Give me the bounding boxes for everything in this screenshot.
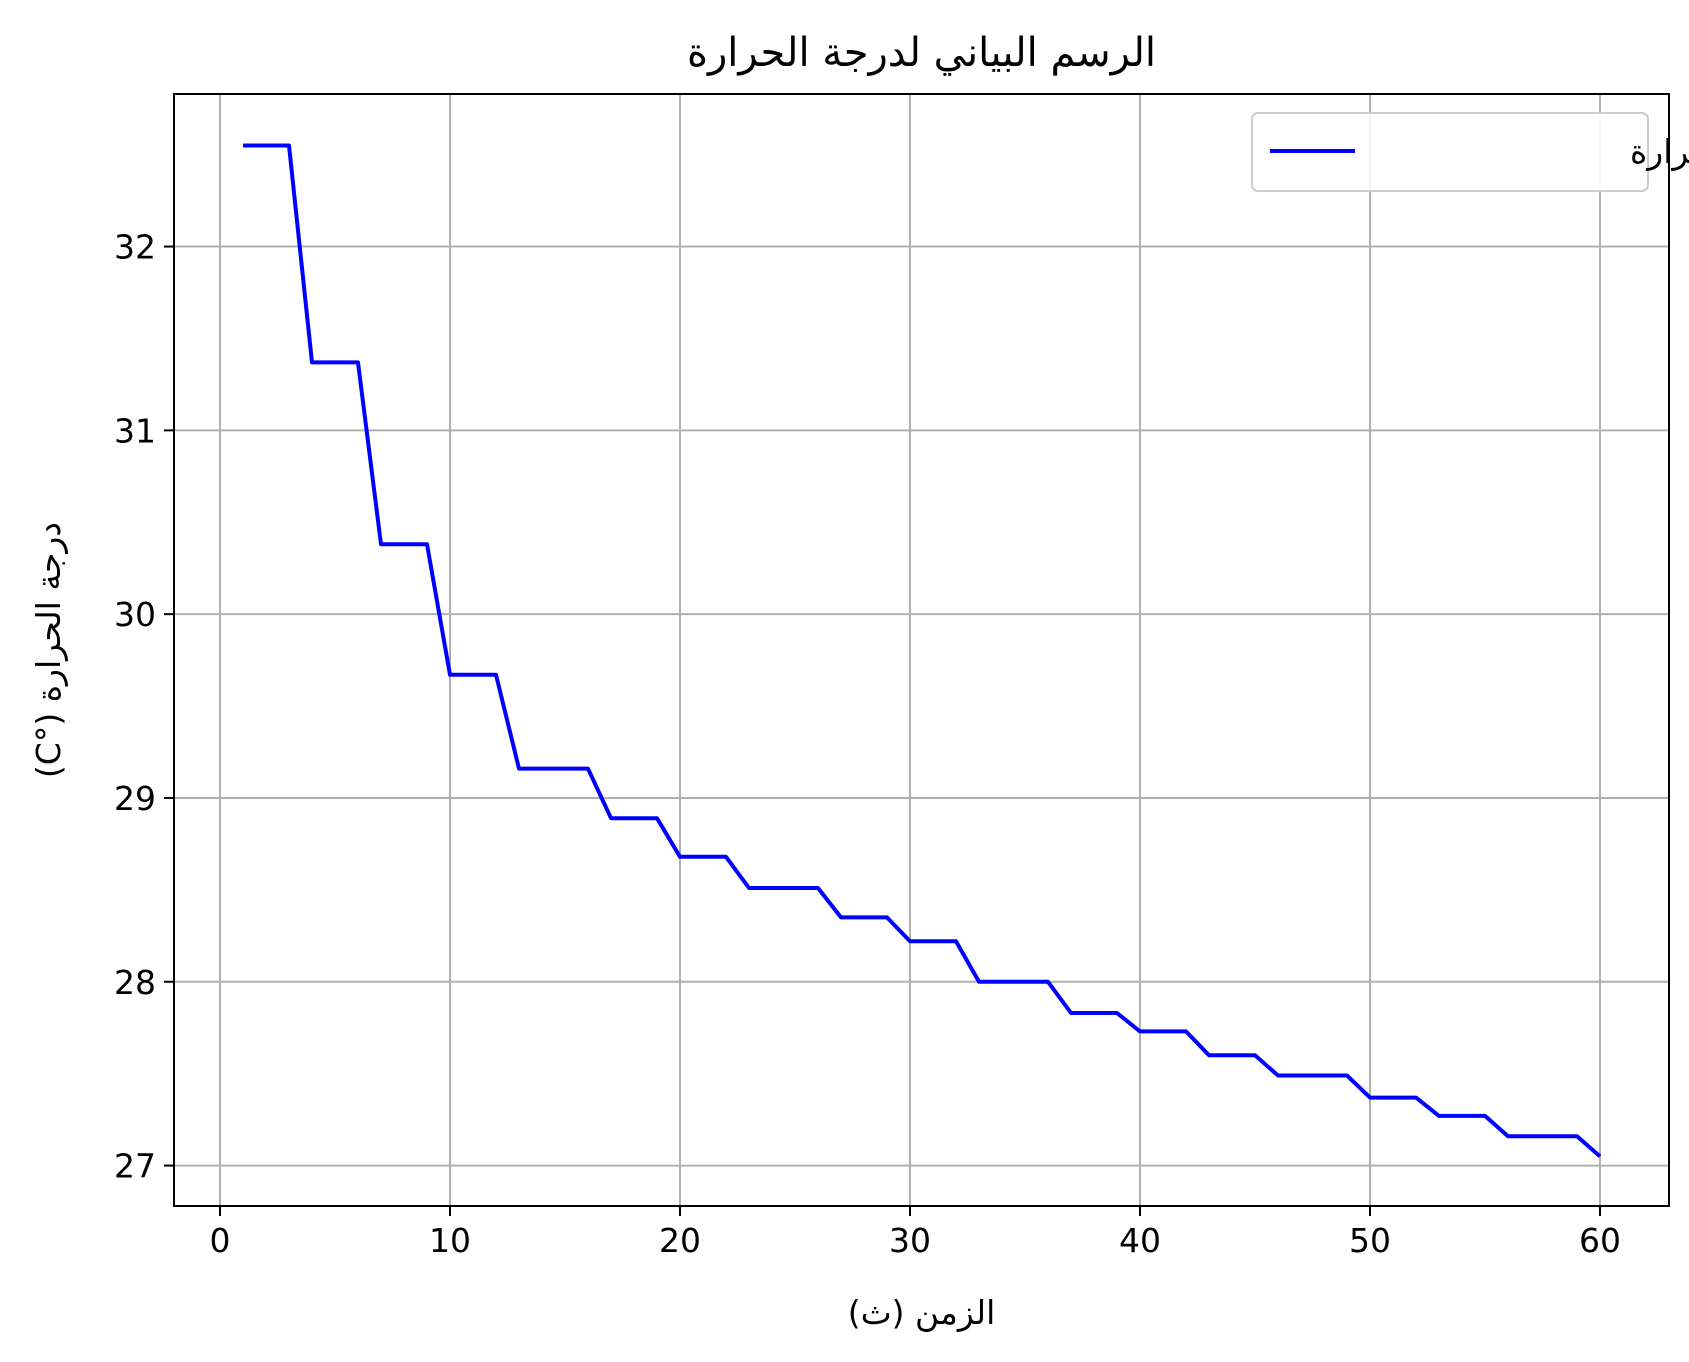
x-axis-title: الزمن (ث) — [848, 1293, 996, 1332]
y-tick-label: 32 — [114, 228, 156, 267]
y-tick-label: 29 — [114, 779, 156, 818]
legend-box — [1251, 112, 1649, 192]
x-tick-label: 10 — [429, 1221, 471, 1260]
y-tick-label: 28 — [114, 963, 156, 1002]
y-axis-title: درجة الحرارة (°C) — [29, 522, 68, 778]
x-tick-label: 20 — [659, 1221, 701, 1260]
legend-label: درجة الحرارة — [1630, 132, 1689, 171]
x-tick-label: 30 — [889, 1221, 931, 1260]
x-tick-label: 0 — [210, 1221, 231, 1260]
x-tick-label: 40 — [1119, 1221, 1161, 1260]
x-tick-label: 50 — [1349, 1221, 1391, 1260]
y-tick-label: 27 — [114, 1147, 156, 1186]
legend: درجة الحرارة — [1251, 112, 1689, 192]
series-layer — [243, 143, 1602, 1158]
grid — [174, 94, 1669, 1206]
ticks: 0 10 20 30 40 50 60 27 28 29 30 31 32 — [114, 228, 1621, 1260]
y-tick-label: 30 — [114, 595, 156, 634]
y-tick-label: 31 — [114, 411, 156, 450]
x-tick-label: 60 — [1579, 1221, 1621, 1260]
plot-frame — [173, 93, 1670, 1207]
chart-title: الرسم البياني لدرجة الحرارة — [687, 30, 1156, 76]
series-line-temperature — [243, 143, 1602, 1158]
